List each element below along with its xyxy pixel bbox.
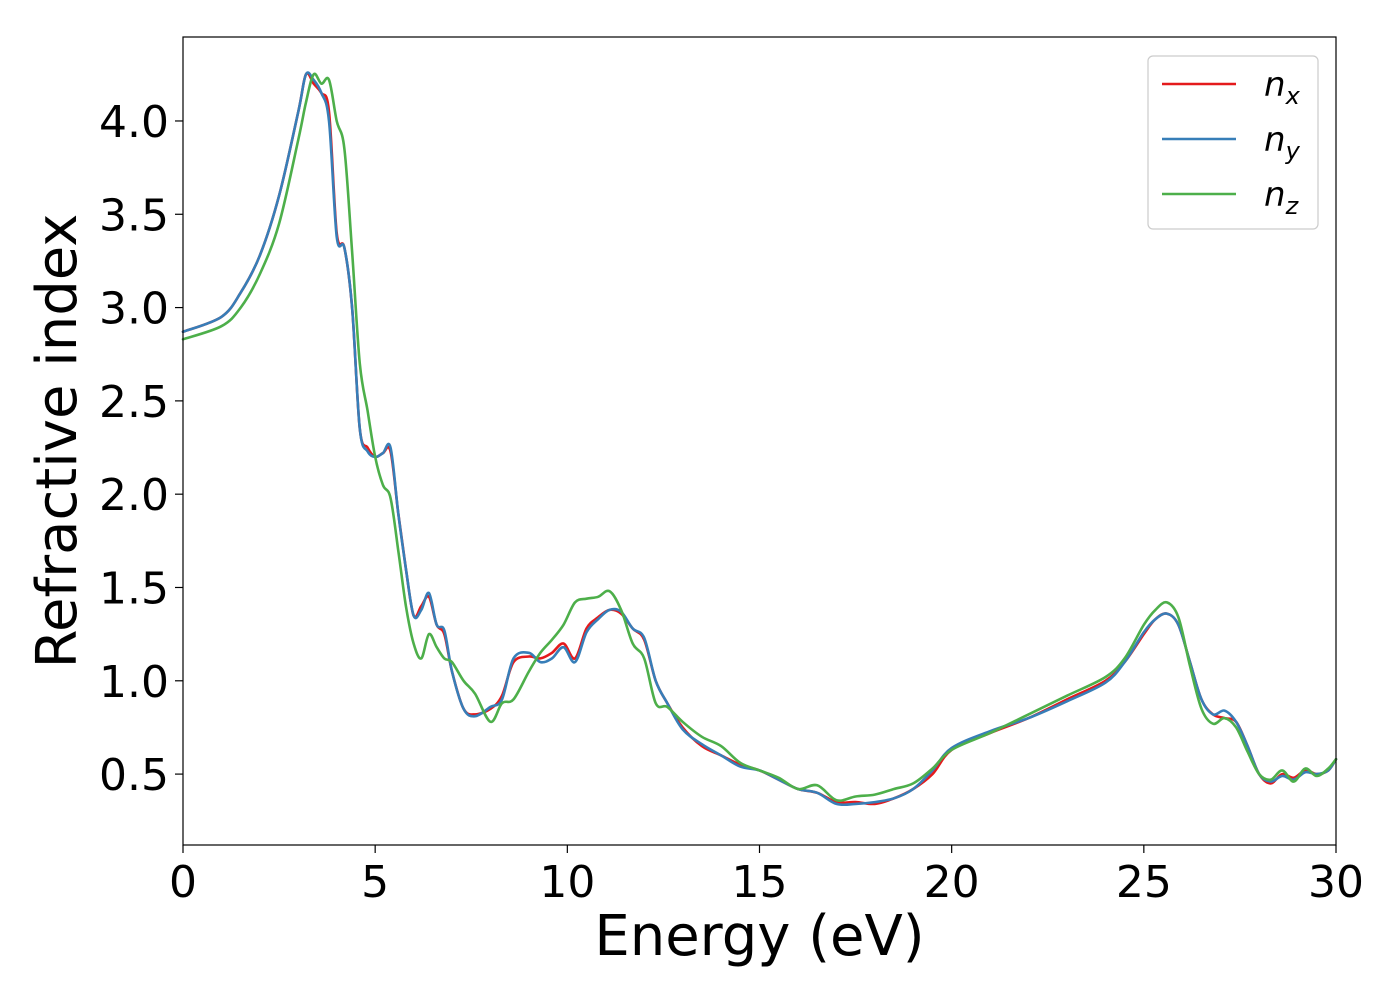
y-tick-label: 0.5 <box>99 750 169 801</box>
y-tick-label: 3.0 <box>99 284 169 335</box>
y-tick-label: 3.5 <box>99 190 169 241</box>
x-tick-label: 10 <box>539 857 595 908</box>
y-axis-label: Refractive index <box>25 214 90 669</box>
x-axis-ticks: 0 5 10 15 20 25 30 <box>169 845 1364 908</box>
x-tick-label: 25 <box>1116 857 1172 908</box>
x-tick-label: 0 <box>169 857 197 908</box>
y-tick-label: 1.5 <box>99 563 169 614</box>
legend: nx ny nz <box>1147 55 1319 230</box>
series-layer <box>181 71 1338 807</box>
legend-label-ny: ny <box>1264 120 1301 165</box>
x-tick-label: 5 <box>361 857 389 908</box>
series-line-nz <box>181 72 1338 802</box>
y-tick-label: 2.0 <box>99 470 169 521</box>
plot-area <box>183 37 1336 845</box>
y-axis-ticks: 0.5 1.0 1.5 2.0 2.5 3.0 3.5 4.0 <box>99 97 183 801</box>
x-axis-label: Energy (eV) <box>594 904 924 969</box>
legend-label-nx: nx <box>1264 65 1301 110</box>
y-tick-label: 4.0 <box>99 97 169 148</box>
y-tick-label: 2.5 <box>99 377 169 428</box>
x-tick-label: 30 <box>1308 857 1364 908</box>
legend-label-nz: nz <box>1264 175 1300 220</box>
x-tick-label: 15 <box>732 857 788 908</box>
y-tick-label: 1.0 <box>99 657 169 708</box>
x-tick-label: 20 <box>924 857 980 908</box>
legend-box <box>1147 55 1319 230</box>
